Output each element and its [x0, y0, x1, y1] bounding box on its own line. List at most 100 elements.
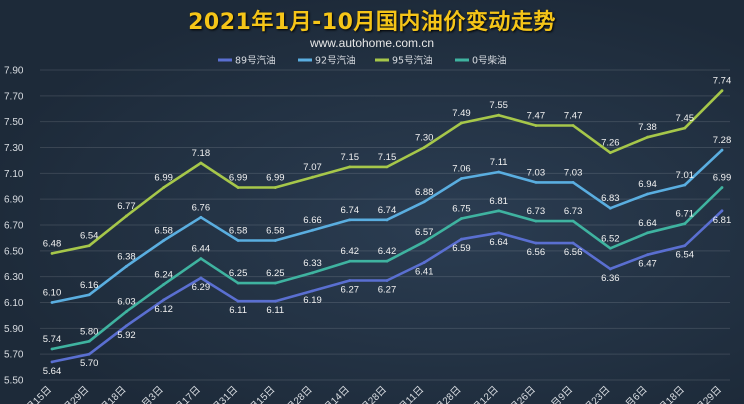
data-label: 6.88 [415, 187, 434, 198]
y-tick-label: 5.50 [4, 376, 24, 387]
data-label: 7.55 [489, 100, 508, 111]
data-label: 7.03 [527, 167, 546, 178]
data-label: 6.27 [378, 285, 397, 296]
data-point [683, 244, 687, 248]
data-point [497, 209, 501, 213]
data-label: 6.52 [601, 233, 620, 244]
data-point [646, 253, 649, 257]
data-point [497, 231, 501, 235]
data-point [385, 218, 389, 222]
y-tick-label: 6.70 [4, 221, 24, 232]
data-label: 6.56 [564, 247, 583, 258]
x-tick-label: 7月12日 [466, 384, 500, 404]
data-label: 7.01 [676, 170, 695, 181]
data-point [385, 165, 389, 169]
data-label: 6.36 [601, 273, 620, 284]
data-point [87, 352, 91, 356]
data-label: 6.57 [415, 227, 434, 238]
data-label: 7.38 [638, 122, 657, 133]
data-label: 6.99 [154, 173, 173, 184]
x-tick-label: 5月14日 [317, 384, 351, 404]
data-point [162, 283, 166, 286]
data-label: 5.92 [117, 330, 136, 341]
data-point [311, 289, 314, 293]
legend-label: 92号汽油 [315, 55, 356, 67]
data-label: 7.74 [713, 76, 732, 87]
data-point [236, 186, 240, 189]
data-point [422, 240, 426, 244]
data-point [534, 241, 538, 245]
data-point [422, 200, 426, 204]
x-tick-label: 5月28日 [355, 384, 389, 404]
data-point [571, 180, 575, 184]
data-label: 6.33 [303, 258, 322, 269]
data-label: 6.54 [80, 231, 99, 242]
data-point [87, 339, 91, 343]
data-point [646, 231, 649, 235]
data-point [50, 301, 54, 304]
x-tick-label: 3月3日 [135, 384, 165, 404]
data-point [608, 246, 612, 250]
x-tick-label: 3月17日 [169, 384, 203, 404]
data-label: 7.06 [452, 164, 471, 175]
data-point [646, 135, 649, 139]
data-label: 6.44 [192, 244, 211, 255]
data-point [311, 228, 314, 232]
data-point [236, 281, 240, 285]
data-label: 5.74 [43, 334, 62, 345]
data-point [683, 126, 687, 130]
data-point [199, 276, 203, 280]
data-point [348, 279, 352, 282]
data-label: 7.07 [303, 162, 322, 173]
data-label: 6.64 [638, 218, 657, 229]
x-tick-label: 6月11日 [392, 384, 426, 404]
data-point [720, 89, 724, 93]
data-point [422, 261, 426, 264]
data-point [720, 186, 724, 189]
legend-label: 0号柴油 [472, 55, 507, 67]
data-point [162, 186, 166, 189]
data-point [571, 124, 575, 127]
data-point [125, 324, 128, 328]
data-point [125, 310, 128, 313]
data-label: 7.49 [452, 108, 471, 119]
data-point [720, 148, 724, 152]
data-label: 6.76 [192, 202, 211, 213]
data-label: 6.73 [527, 206, 546, 217]
data-point [50, 347, 54, 351]
data-point [534, 124, 538, 127]
data-point [87, 244, 91, 248]
data-label: 6.59 [452, 243, 471, 254]
data-label: 6.99 [229, 173, 248, 184]
data-point [199, 161, 203, 165]
data-label: 7.45 [676, 113, 695, 124]
data-label: 7.30 [415, 133, 434, 144]
data-point [385, 279, 389, 282]
data-label: 6.16 [80, 280, 99, 291]
series-line-95号汽油 [51, 89, 723, 255]
data-point [125, 264, 128, 268]
data-point [236, 299, 240, 303]
data-label: 6.38 [117, 251, 136, 262]
data-label: 7.28 [713, 135, 732, 146]
data-label: 7.18 [192, 148, 211, 159]
x-tick-label: 4月28日 [280, 384, 314, 404]
data-label: 7.11 [490, 157, 508, 168]
data-label: 6.27 [341, 285, 360, 296]
data-label: 6.11 [266, 305, 284, 316]
x-tick-label: 9月18日 [652, 384, 686, 404]
data-point [199, 257, 203, 260]
data-point [348, 259, 352, 263]
data-label: 7.15 [341, 152, 360, 163]
data-label: 7.15 [378, 152, 397, 163]
data-point [311, 175, 314, 179]
y-tick-label: 7.30 [4, 143, 24, 154]
data-point [534, 180, 538, 184]
data-point [273, 299, 277, 303]
y-tick-label: 6.30 [4, 272, 24, 283]
data-point [125, 214, 128, 218]
data-point [683, 222, 687, 226]
x-tick-label: 6月28日 [429, 384, 463, 404]
data-point [273, 239, 277, 242]
